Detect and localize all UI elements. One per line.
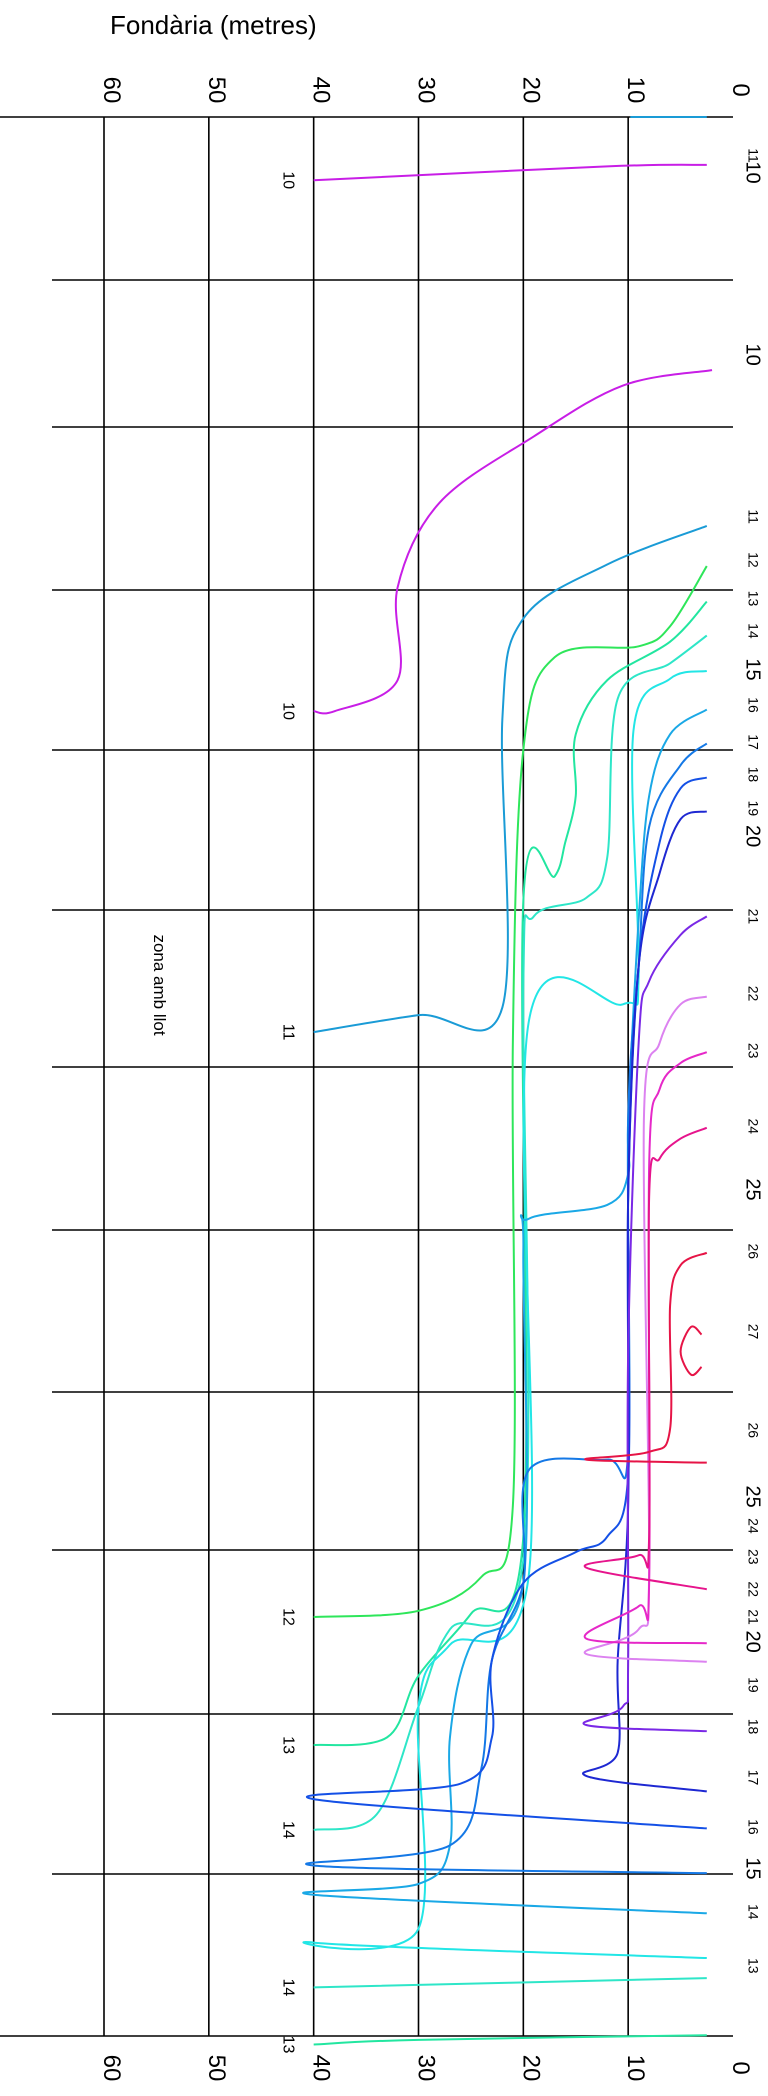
axis-tick-label: 20	[517, 2055, 544, 2082]
bottom-axis-ticks: 0 10 20 30 40 50 60	[98, 2055, 754, 2082]
contour-label: 11	[745, 148, 761, 163]
contour-label: 15	[742, 1857, 764, 1879]
contour-label: 11	[279, 1024, 296, 1041]
contour-label: 14	[279, 1978, 296, 1996]
contour-line	[679, 1325, 703, 1377]
contour-label: 17	[745, 734, 761, 750]
chart-grid	[0, 116, 733, 2037]
zone-annotation: zona amb llot	[150, 934, 169, 1035]
contour-label: 20	[742, 1631, 764, 1653]
axis-tick-label: 50	[203, 77, 230, 104]
axis-tick-label: 40	[308, 77, 335, 104]
contour-label: 21	[745, 1609, 761, 1625]
contour-label: 15	[742, 658, 764, 680]
contour-label: 12	[279, 1608, 296, 1626]
contour-label: 13	[279, 1736, 296, 1754]
contour-line	[584, 1251, 708, 1464]
contour-label: 19	[745, 1677, 761, 1693]
contour-label: 16	[745, 1819, 761, 1835]
contour-line	[313, 2034, 707, 2046]
contour-label: 26	[745, 1422, 761, 1438]
contour-label: 20	[742, 825, 764, 847]
contour-label: 13	[745, 591, 761, 607]
contour-label: 23	[745, 1549, 761, 1565]
contour-label: 14	[745, 623, 761, 639]
axis-tick-label: 10	[622, 2055, 649, 2082]
contour-line	[583, 1126, 708, 1591]
contour-labels: 1010111213141413111010111213141516171819…	[279, 148, 763, 2053]
contour-line	[302, 670, 707, 1960]
contour-line	[313, 1977, 707, 1989]
contour-label: 24	[745, 1118, 761, 1134]
top-axis-ticks: 0 10 20 30 40 50 60	[98, 77, 754, 104]
contour-label: 23	[745, 1043, 761, 1059]
contour-label: 10	[279, 702, 296, 720]
axis-tick-label: 40	[308, 2055, 335, 2082]
contour-line	[583, 995, 708, 1663]
contour-line	[305, 742, 708, 1875]
contour-label: 13	[279, 2036, 296, 2054]
axis-tick-label: 50	[203, 2055, 230, 2082]
contour-label: 18	[745, 767, 761, 783]
axis-tick-label: 30	[413, 77, 440, 104]
contour-label: 11	[745, 509, 761, 524]
contour-label: 22	[745, 986, 761, 1002]
contour-label: 10	[279, 171, 296, 189]
contour-line	[313, 369, 713, 715]
axis-tick-label: 20	[517, 77, 544, 104]
contour-line	[313, 163, 707, 182]
contour-label: 14	[279, 1821, 296, 1839]
contour-label: 26	[745, 1243, 761, 1259]
contour-label: 22	[745, 1581, 761, 1597]
contour-label: 17	[745, 1770, 761, 1786]
contour-label: 16	[745, 697, 761, 713]
axis-title: Fondària (metres)	[110, 10, 317, 40]
contour-label: 18	[745, 1719, 761, 1735]
contour-label: 25	[742, 1178, 764, 1200]
contour-label: 10	[742, 161, 764, 183]
contour-label: 25	[742, 1485, 764, 1507]
contour-line	[313, 600, 708, 1747]
contour-line	[313, 565, 708, 1618]
contour-lines	[302, 115, 713, 2046]
contour-line	[582, 915, 708, 1733]
contour-line	[302, 708, 708, 1915]
axis-tick-label: 0	[727, 2061, 754, 2074]
axis-tick-label: 60	[98, 2055, 125, 2082]
contour-label: 10	[742, 344, 764, 366]
contour-label: 14	[745, 1904, 761, 1920]
axis-tick-label: 10	[622, 77, 649, 104]
contour-label: 13	[745, 1958, 761, 1974]
contour-label: 19	[745, 801, 761, 817]
axis-tick-label: 60	[98, 77, 125, 104]
contour-label: 12	[745, 552, 761, 568]
contour-label: 21	[745, 909, 761, 925]
contour-label: 24	[745, 1518, 761, 1534]
axis-tick-label: 0	[727, 83, 754, 96]
contour-line	[305, 776, 708, 1830]
axis-tick-label: 30	[413, 2055, 440, 2082]
contour-label: 27	[745, 1324, 761, 1340]
contour-line	[313, 525, 708, 1034]
